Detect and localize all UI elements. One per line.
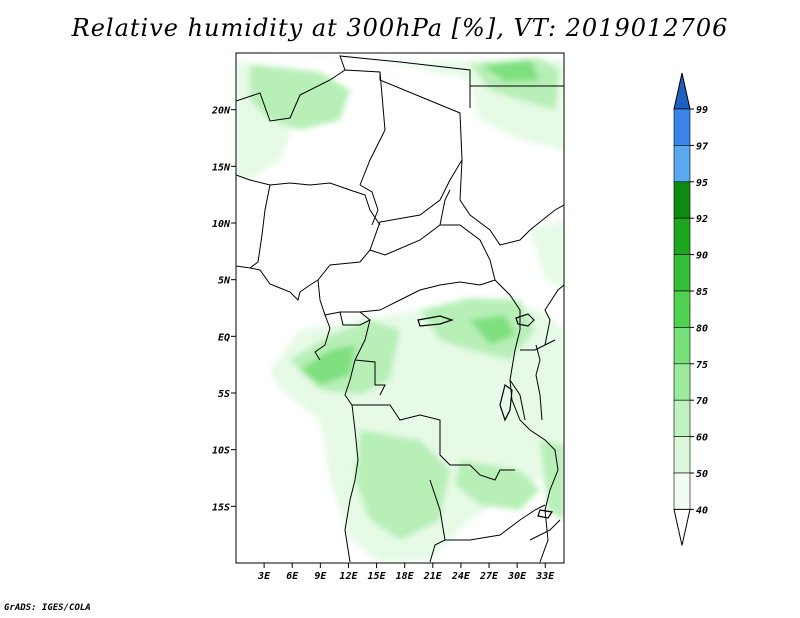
colorbar-segment (673, 108, 691, 146)
colorbar-label: 40 (696, 505, 708, 516)
colorbar-label: 97 (696, 141, 708, 152)
colorbar-segment (673, 290, 691, 328)
lon-tick-label: 12E (339, 571, 358, 582)
lakes (417, 313, 554, 519)
lat-tick-label: EQ (218, 332, 230, 343)
colorbar-label: 70 (696, 396, 708, 407)
longitude-axis: 3E 6E 9E 12E 15E 18E 21E 24E 27E 30E 33E (257, 563, 555, 582)
lat-tick-label: 10N (212, 219, 231, 230)
lon-tick-label: 15E (368, 571, 387, 582)
colorbar-segment (673, 472, 691, 510)
map-frame (235, 52, 565, 564)
lat-tick-label: 5S (218, 389, 230, 400)
colorbar-segment (673, 363, 691, 401)
lat-tick-label: 15S (212, 502, 230, 513)
humidity-field (236, 56, 564, 562)
lon-tick-label: 27E (479, 571, 499, 582)
colorbar-label: 50 (696, 469, 708, 480)
lon-tick-label: 21E (423, 571, 443, 582)
lon-tick-label: 33E (535, 571, 555, 582)
lat-tick-label: 10S (212, 446, 230, 457)
colorbar-label: 75 (696, 360, 708, 371)
colorbar-segment (673, 181, 691, 219)
colorbar-segment (673, 436, 691, 474)
lon-tick-label: 3E (257, 571, 271, 582)
country-borders (236, 55, 564, 563)
colorbar-label: 85 (696, 287, 708, 298)
colorbar-segment (673, 327, 691, 365)
lat-tick-label: 15N (212, 162, 231, 173)
lon-tick-label: 9E (314, 571, 327, 582)
colorbar-top-arrow (673, 72, 691, 110)
colorbar-bottom-arrow (673, 508, 691, 546)
lat-tick-label: 20N (211, 106, 231, 117)
colorbar-label: 90 (696, 251, 708, 262)
humidity-70-80-shading (300, 60, 540, 385)
colorbar-label: 99 (696, 105, 708, 116)
latitude-axis: 20N 15N 10N 5N EQ 5S 10S 15S (211, 106, 236, 513)
colorbar-segment (673, 217, 691, 255)
lon-tick-label: 30E (507, 571, 527, 582)
lat-tick-label: 5N (218, 276, 231, 287)
colorbar: 99 97 95 92 90 85 80 75 70 60 50 40 (673, 72, 708, 546)
lon-tick-label: 6E (286, 571, 299, 582)
colorbar-label: 60 (696, 433, 708, 444)
colorbar-segment (673, 145, 691, 183)
colorbar-label: 80 (696, 323, 708, 334)
credit-footer: GrADS: IGES/COLA (4, 603, 91, 613)
colorbar-label: 92 (696, 214, 708, 225)
colorbar-segment (673, 399, 691, 437)
colorbar-label: 95 (696, 178, 708, 189)
lon-tick-label: 18E (396, 571, 415, 582)
colorbar-segment (673, 254, 691, 292)
map-title: Relative humidity at 300hPa [%], VT: 201… (71, 14, 729, 42)
lon-tick-label: 24E (451, 571, 471, 582)
